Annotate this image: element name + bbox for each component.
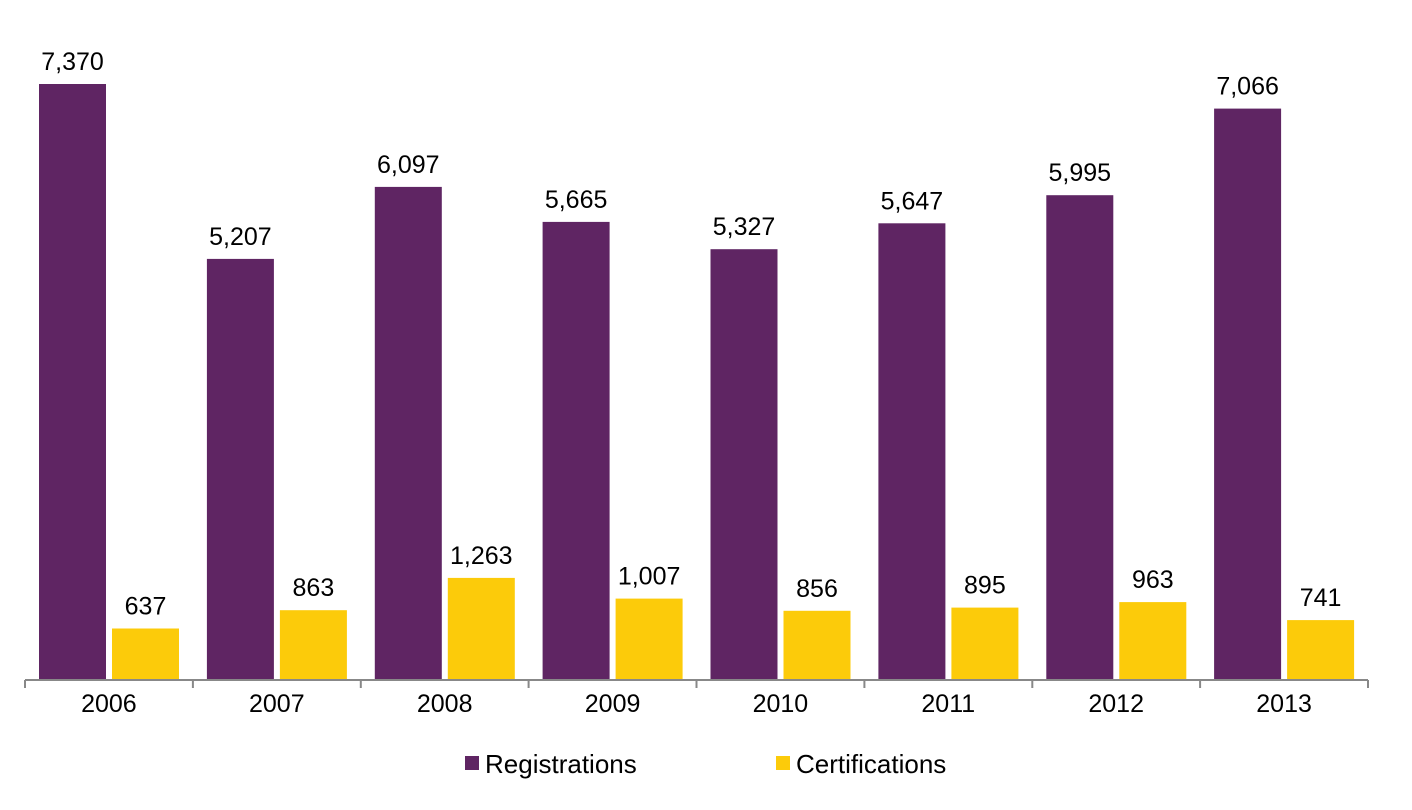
legend-swatch-registrations bbox=[465, 756, 479, 770]
legend-swatch-certifications bbox=[776, 756, 790, 770]
x-tick-label-2006: 2006 bbox=[81, 690, 137, 718]
data-label-registrations-2012: 5,995 bbox=[1049, 159, 1112, 187]
x-tick-label-2007: 2007 bbox=[249, 690, 305, 718]
data-label-certifications-2012: 963 bbox=[1132, 566, 1174, 594]
data-label-registrations-2010: 5,327 bbox=[713, 213, 776, 241]
data-label-certifications-2011: 895 bbox=[964, 572, 1006, 600]
x-tick-label-2011: 2011 bbox=[921, 690, 975, 718]
x-tick-label-2009: 2009 bbox=[585, 690, 641, 718]
data-label-registrations-2013: 7,066 bbox=[1216, 73, 1279, 101]
x-axis-tick-labels: 2006 2007 2008 2009 2010 2011 2012 2013 bbox=[81, 690, 1312, 718]
data-label-certifications-2008: 1,263 bbox=[450, 542, 513, 570]
bar-certifications-2009 bbox=[615, 598, 683, 680]
bar-certifications-2007 bbox=[279, 610, 347, 680]
data-label-registrations-2011: 5,647 bbox=[881, 187, 944, 215]
bar-registrations-2007 bbox=[206, 258, 274, 680]
legend: Registrations Certifications bbox=[465, 749, 946, 779]
data-label-registrations-2009: 5,665 bbox=[545, 186, 608, 214]
x-axis-ticks bbox=[24, 680, 1369, 688]
data-label-certifications-2013: 741 bbox=[1300, 584, 1342, 612]
legend-label-certifications: Certifications bbox=[796, 749, 946, 779]
data-label-registrations-2007: 5,207 bbox=[209, 223, 272, 251]
bars-group bbox=[39, 84, 1355, 681]
x-tick-label-2012: 2012 bbox=[1088, 690, 1144, 718]
bar-certifications-2010 bbox=[783, 610, 851, 680]
data-label-registrations-2008: 6,097 bbox=[377, 151, 440, 179]
bar-registrations-2013 bbox=[1214, 108, 1282, 681]
data-labels-group: 7,370 637 5,207 863 6,097 1,263 5,665 1,007 5,32… bbox=[41, 48, 1341, 621]
x-tick-label-2008: 2008 bbox=[417, 690, 473, 718]
legend-label-registrations: Registrations bbox=[485, 749, 637, 779]
bar-certifications-2008 bbox=[447, 577, 515, 680]
bar-registrations-2009 bbox=[542, 221, 610, 680]
data-label-certifications-2006: 637 bbox=[125, 593, 167, 621]
bar-certifications-2012 bbox=[1119, 602, 1187, 680]
x-tick-label-2010: 2010 bbox=[753, 690, 809, 718]
data-label-certifications-2009: 1,007 bbox=[618, 563, 681, 591]
data-label-certifications-2007: 863 bbox=[293, 574, 335, 602]
bar-registrations-2011 bbox=[878, 223, 946, 681]
bar-certifications-2013 bbox=[1287, 620, 1355, 680]
bar-registrations-2012 bbox=[1046, 195, 1114, 680]
x-tick-label-2013: 2013 bbox=[1256, 690, 1312, 718]
bar-certifications-2006 bbox=[112, 628, 179, 680]
bar-registrations-2008 bbox=[374, 186, 442, 680]
bar-certifications-2011 bbox=[951, 607, 1019, 680]
bar-registrations-2010 bbox=[710, 249, 778, 680]
data-label-certifications-2010: 856 bbox=[796, 575, 838, 603]
bar-registrations-2006 bbox=[39, 84, 106, 680]
data-label-registrations-2006: 7,370 bbox=[41, 48, 104, 76]
